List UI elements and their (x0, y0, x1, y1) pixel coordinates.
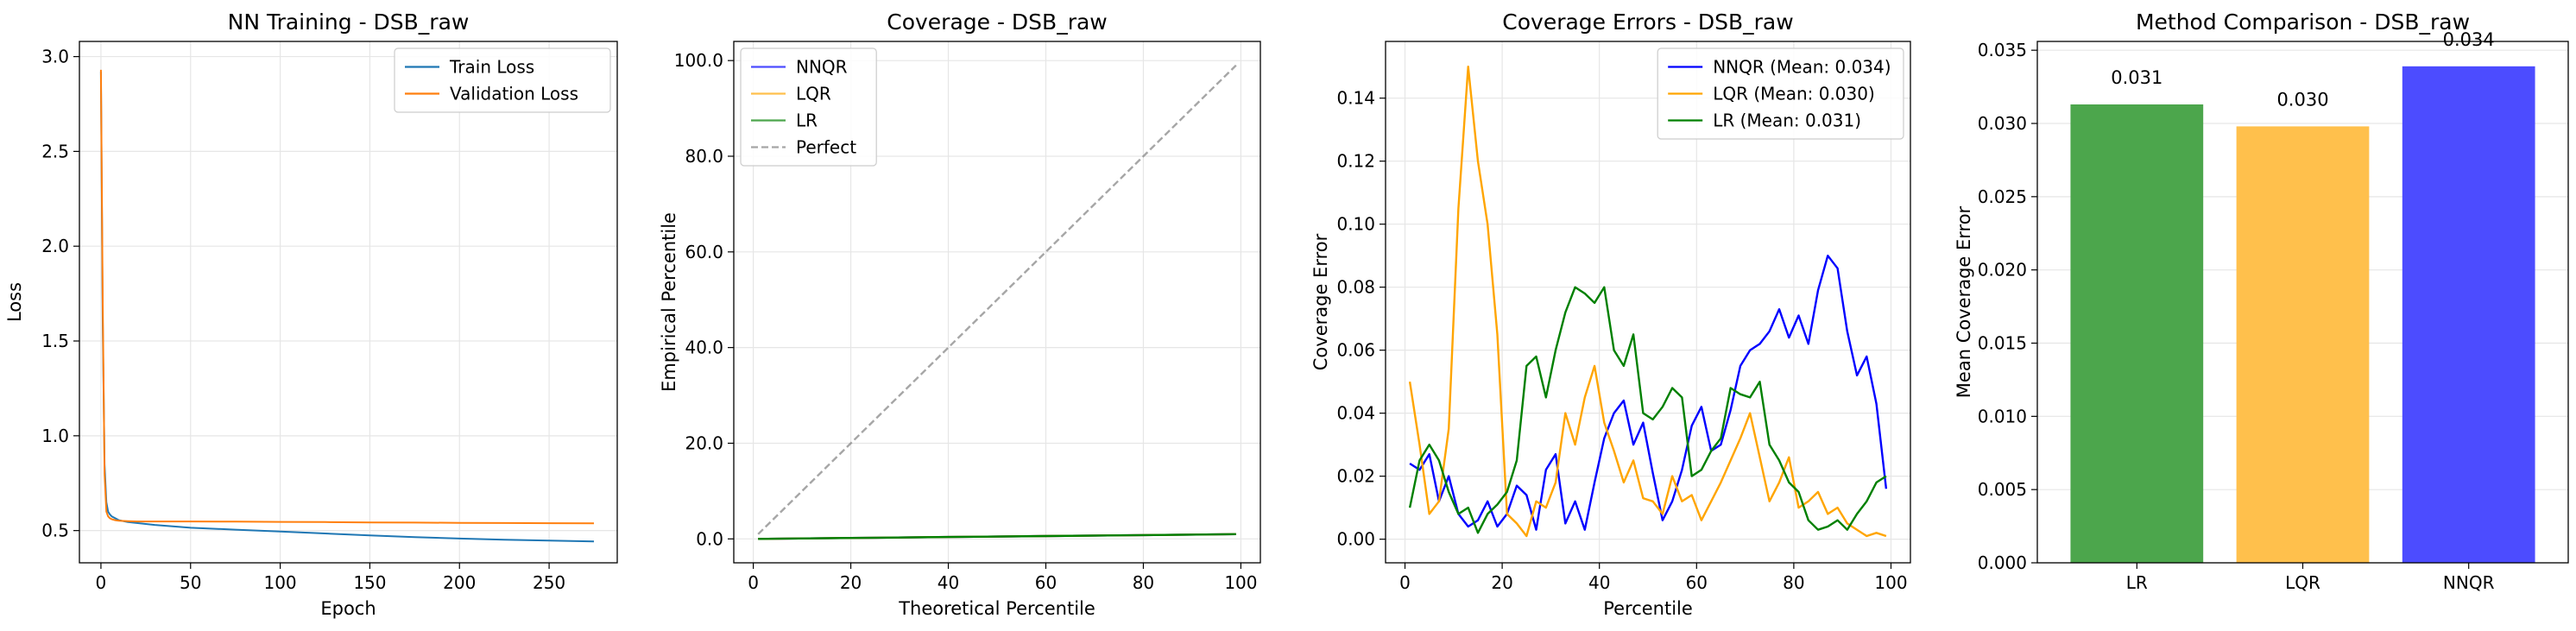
series-line-train (99, 72, 595, 543)
x-tick-label: 100 (263, 572, 296, 593)
x-tick-label: 80 (1783, 572, 1804, 593)
axes-frame (1385, 41, 1911, 564)
x-tick-label: 100 (1874, 572, 1907, 593)
y-tick-label: 20.0 (685, 432, 723, 453)
axes-frame (2036, 41, 2569, 564)
axes-frame (733, 41, 1261, 564)
legend-entry: LQR (796, 84, 831, 104)
y-tick-label: 100.0 (674, 50, 723, 71)
y-tick-label: 0.025 (1978, 186, 2027, 207)
series-line-lr (1408, 286, 1887, 534)
x-tick-label: 100 (1224, 572, 1257, 593)
series-line-lqr (1408, 65, 1887, 538)
x-axis-label: Theoretical Percentile (898, 598, 1095, 619)
x-tick-label: 150 (353, 572, 386, 593)
legend-entry: Perfect (796, 137, 856, 158)
x-tick-label: 20 (840, 572, 862, 593)
legend: NNQR (Mean: 0.034) LQR (Mean: 0.030) LR (M… (1657, 47, 1904, 140)
y-tick-label: 0.02 (1336, 466, 1375, 487)
bar-lr (2070, 104, 2204, 563)
bar-value-label: 0.030 (2276, 89, 2328, 110)
y-tick-label: 0.005 (1978, 479, 2027, 500)
y-tick-label: 0.12 (1336, 151, 1375, 172)
y-tick-label: 60.0 (685, 242, 723, 262)
series-line-nnqr (1409, 255, 1888, 531)
x-tick-label: LQR (2285, 572, 2320, 593)
y-tick-label: 3.0 (41, 47, 69, 67)
y-tick-label: 0.020 (1978, 260, 2027, 281)
y-tick-label: 0.08 (1336, 277, 1375, 298)
series-line-perfect (757, 64, 1237, 535)
x-tick-label: 40 (938, 572, 959, 593)
y-tick-label: 0.0 (696, 528, 723, 549)
legend-box (394, 47, 611, 113)
y-tick-label: 0.030 (1978, 113, 2027, 134)
x-axis-label: Percentile (1603, 598, 1693, 619)
y-tick-label: 2.5 (41, 141, 69, 161)
series-line-validation (99, 69, 595, 525)
x-tick-label: 80 (1133, 572, 1154, 593)
y-tick-label: 40.0 (685, 338, 723, 358)
y-tick-label: 80.0 (685, 146, 723, 167)
legend: Train Loss Validation Loss (394, 47, 611, 113)
x-tick-label: 0 (1399, 572, 1411, 593)
y-tick-label: 0.10 (1336, 214, 1375, 235)
bar-nnqr (2402, 66, 2535, 563)
x-tick-label: 40 (1588, 572, 1610, 593)
legend: NNQR LQR LR Perfect (740, 47, 877, 167)
x-tick-label: 60 (1035, 572, 1057, 593)
training-loss-panel: 0 50 100 150 200 250 0.5 1.0 1.5 2.0 2.5 3.0 NN Trai… (4, 9, 618, 619)
method-comparison-panel: 0.000 0.005 0.010 0.015 0.020 0.025 0.030 0.035… (1954, 9, 2569, 593)
legend-entry: LQR (Mean: 0.030) (1713, 84, 1875, 104)
y-tick-label: 0.06 (1336, 340, 1375, 361)
y-tick-label: 0.00 (1336, 529, 1375, 550)
chart-title: Coverage - DSB_raw (887, 9, 1108, 35)
y-axis-label: Empirical Percentile (659, 212, 679, 392)
legend-entry: NNQR (796, 57, 848, 78)
coverage-errors-panel: 0 20 40 60 80 100 0.00 0.02 0.04 0.06 0.08 0.10 0.12… (1310, 9, 1911, 619)
y-tick-label: 0.04 (1336, 403, 1375, 424)
bar-value-label: 0.034 (2443, 29, 2495, 50)
x-tick-label: 0 (96, 572, 107, 593)
x-tick-label: 50 (180, 572, 201, 593)
legend-entry: LR (Mean: 0.031) (1713, 110, 1861, 131)
legend-entry: NNQR (Mean: 0.034) (1713, 57, 1891, 78)
y-tick-label: 0.035 (1978, 40, 2027, 60)
series-line-lr (758, 533, 1236, 540)
x-tick-label: 0 (748, 572, 759, 593)
y-axis-label: Mean Coverage Error (1954, 205, 1974, 398)
x-tick-label: LR (2126, 572, 2148, 593)
y-tick-label: 1.5 (41, 331, 69, 351)
x-tick-label: 250 (533, 572, 565, 593)
y-tick-label: 0.14 (1336, 88, 1375, 109)
legend-entry: Validation Loss (450, 84, 578, 104)
y-tick-label: 1.0 (41, 426, 69, 446)
y-axis-label: Loss (4, 282, 25, 322)
x-tick-label: 60 (1686, 572, 1708, 593)
axes-frame (79, 41, 618, 564)
y-tick-label: 0.5 (41, 521, 69, 541)
legend-box (1657, 47, 1904, 140)
y-tick-label: 0.015 (1978, 333, 2027, 354)
x-tick-label: 20 (1491, 572, 1512, 593)
coverage-panel: 0 20 40 60 80 100 0.0 20.0 40.0 60.0 80.0 100.0 Cove… (659, 9, 1261, 619)
y-axis-label: Coverage Error (1310, 233, 1331, 370)
x-tick-label: NNQR (2443, 572, 2495, 593)
chart-title: Coverage Errors - DSB_raw (1502, 9, 1793, 35)
legend-entry: Train Loss (449, 57, 534, 78)
chart-title: NN Training - DSB_raw (228, 9, 470, 35)
x-axis-label: Epoch (320, 598, 376, 619)
bar-value-label: 0.031 (2111, 67, 2162, 88)
y-tick-label: 2.0 (41, 236, 69, 256)
y-tick-label: 0.000 (1978, 552, 2027, 573)
bar-lqr (2236, 126, 2370, 564)
x-tick-label: 200 (443, 572, 476, 593)
legend-entry: LR (796, 110, 818, 131)
y-tick-label: 0.010 (1978, 406, 2027, 426)
legend-box (740, 47, 877, 167)
chart-title: Method Comparison - DSB_raw (2136, 9, 2470, 35)
